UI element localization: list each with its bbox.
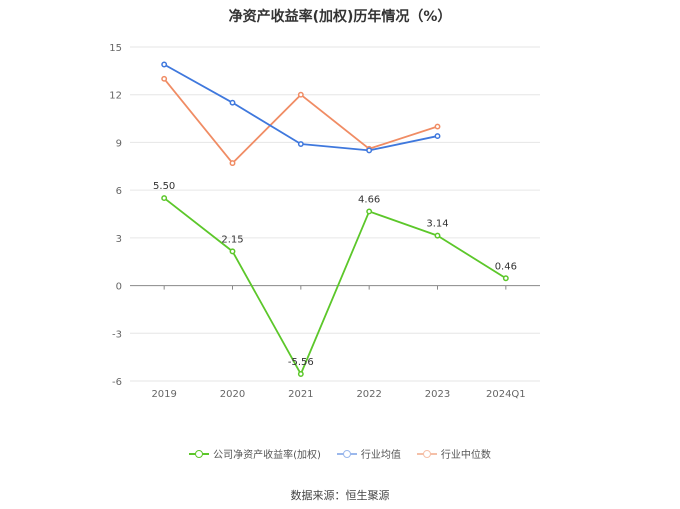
data-label: 0.46	[495, 261, 517, 272]
x-tick-label: 2019	[151, 389, 176, 400]
legend-item-company[interactable]: 公司净资产收益率(加权)	[189, 446, 321, 461]
data-point[interactable]	[297, 141, 304, 147]
x-tick-label: 2022	[356, 389, 381, 400]
data-label: 5.50	[153, 181, 175, 192]
data-point[interactable]	[229, 160, 236, 167]
data-label: 4.66	[358, 194, 380, 205]
legend: 公司净资产收益率(加权) 行业均值 行业中位数	[0, 446, 680, 461]
data-point[interactable]	[161, 61, 168, 68]
series-line-2	[163, 78, 438, 165]
data-labels: 5.50 2.15 -5.56 4.66 3.14 0.46	[153, 181, 517, 368]
y-axis-ticks: 15 12 9 6 3 0 -3 -6	[109, 43, 122, 388]
data-point[interactable]	[161, 195, 168, 202]
legend-label-industry-mean: 行业均值	[360, 450, 401, 461]
data-point[interactable]	[434, 123, 441, 130]
x-tick-label: 2021	[288, 389, 313, 400]
series-layer	[161, 61, 509, 377]
data-label: -5.56	[288, 357, 314, 368]
data-point[interactable]	[434, 133, 441, 140]
y-tick-label: -3	[112, 329, 122, 340]
y-tick-label: 9	[116, 138, 122, 149]
data-label: 2.15	[221, 234, 243, 245]
chart-title: 净资产收益率(加权)历年情况（%）	[228, 9, 452, 25]
x-axis-ticks: 2019 2020 2021 2022 2023 2024Q1	[151, 285, 526, 400]
grid-lines	[130, 46, 540, 382]
legend-item-industry-mean[interactable]: 行业均值	[336, 446, 401, 461]
data-point[interactable]	[366, 147, 373, 154]
data-point[interactable]	[297, 371, 304, 377]
legend-label-industry-median: 行业中位数	[440, 450, 491, 461]
series-line-0	[163, 197, 507, 375]
legend-label-company: 公司净资产收益率(加权)	[213, 450, 321, 461]
series-line-1	[163, 63, 438, 152]
y-tick-label: -6	[112, 377, 122, 388]
legend-swatch-industry-median	[416, 449, 437, 459]
legend-swatch-industry-mean	[336, 449, 357, 459]
data-point[interactable]	[502, 275, 509, 282]
x-tick-label: 2023	[425, 389, 450, 400]
y-tick-label: 0	[116, 282, 122, 293]
data-point[interactable]	[229, 248, 236, 255]
data-point[interactable]	[229, 99, 236, 106]
y-tick-label: 3	[116, 234, 122, 245]
data-label: 3.14	[426, 219, 448, 230]
y-tick-label: 12	[109, 91, 122, 102]
x-tick-label: 2024Q1	[486, 389, 526, 400]
data-point[interactable]	[366, 208, 373, 215]
data-point[interactable]	[434, 232, 441, 239]
x-tick-label: 2020	[220, 389, 245, 400]
y-tick-label: 6	[116, 186, 122, 197]
legend-swatch-company	[189, 449, 210, 459]
y-tick-label: 15	[109, 43, 122, 54]
legend-item-industry-median[interactable]: 行业中位数	[416, 446, 491, 461]
data-point[interactable]	[161, 75, 168, 82]
data-source: 数据来源：恒生聚源	[290, 489, 390, 502]
data-point[interactable]	[297, 91, 304, 98]
